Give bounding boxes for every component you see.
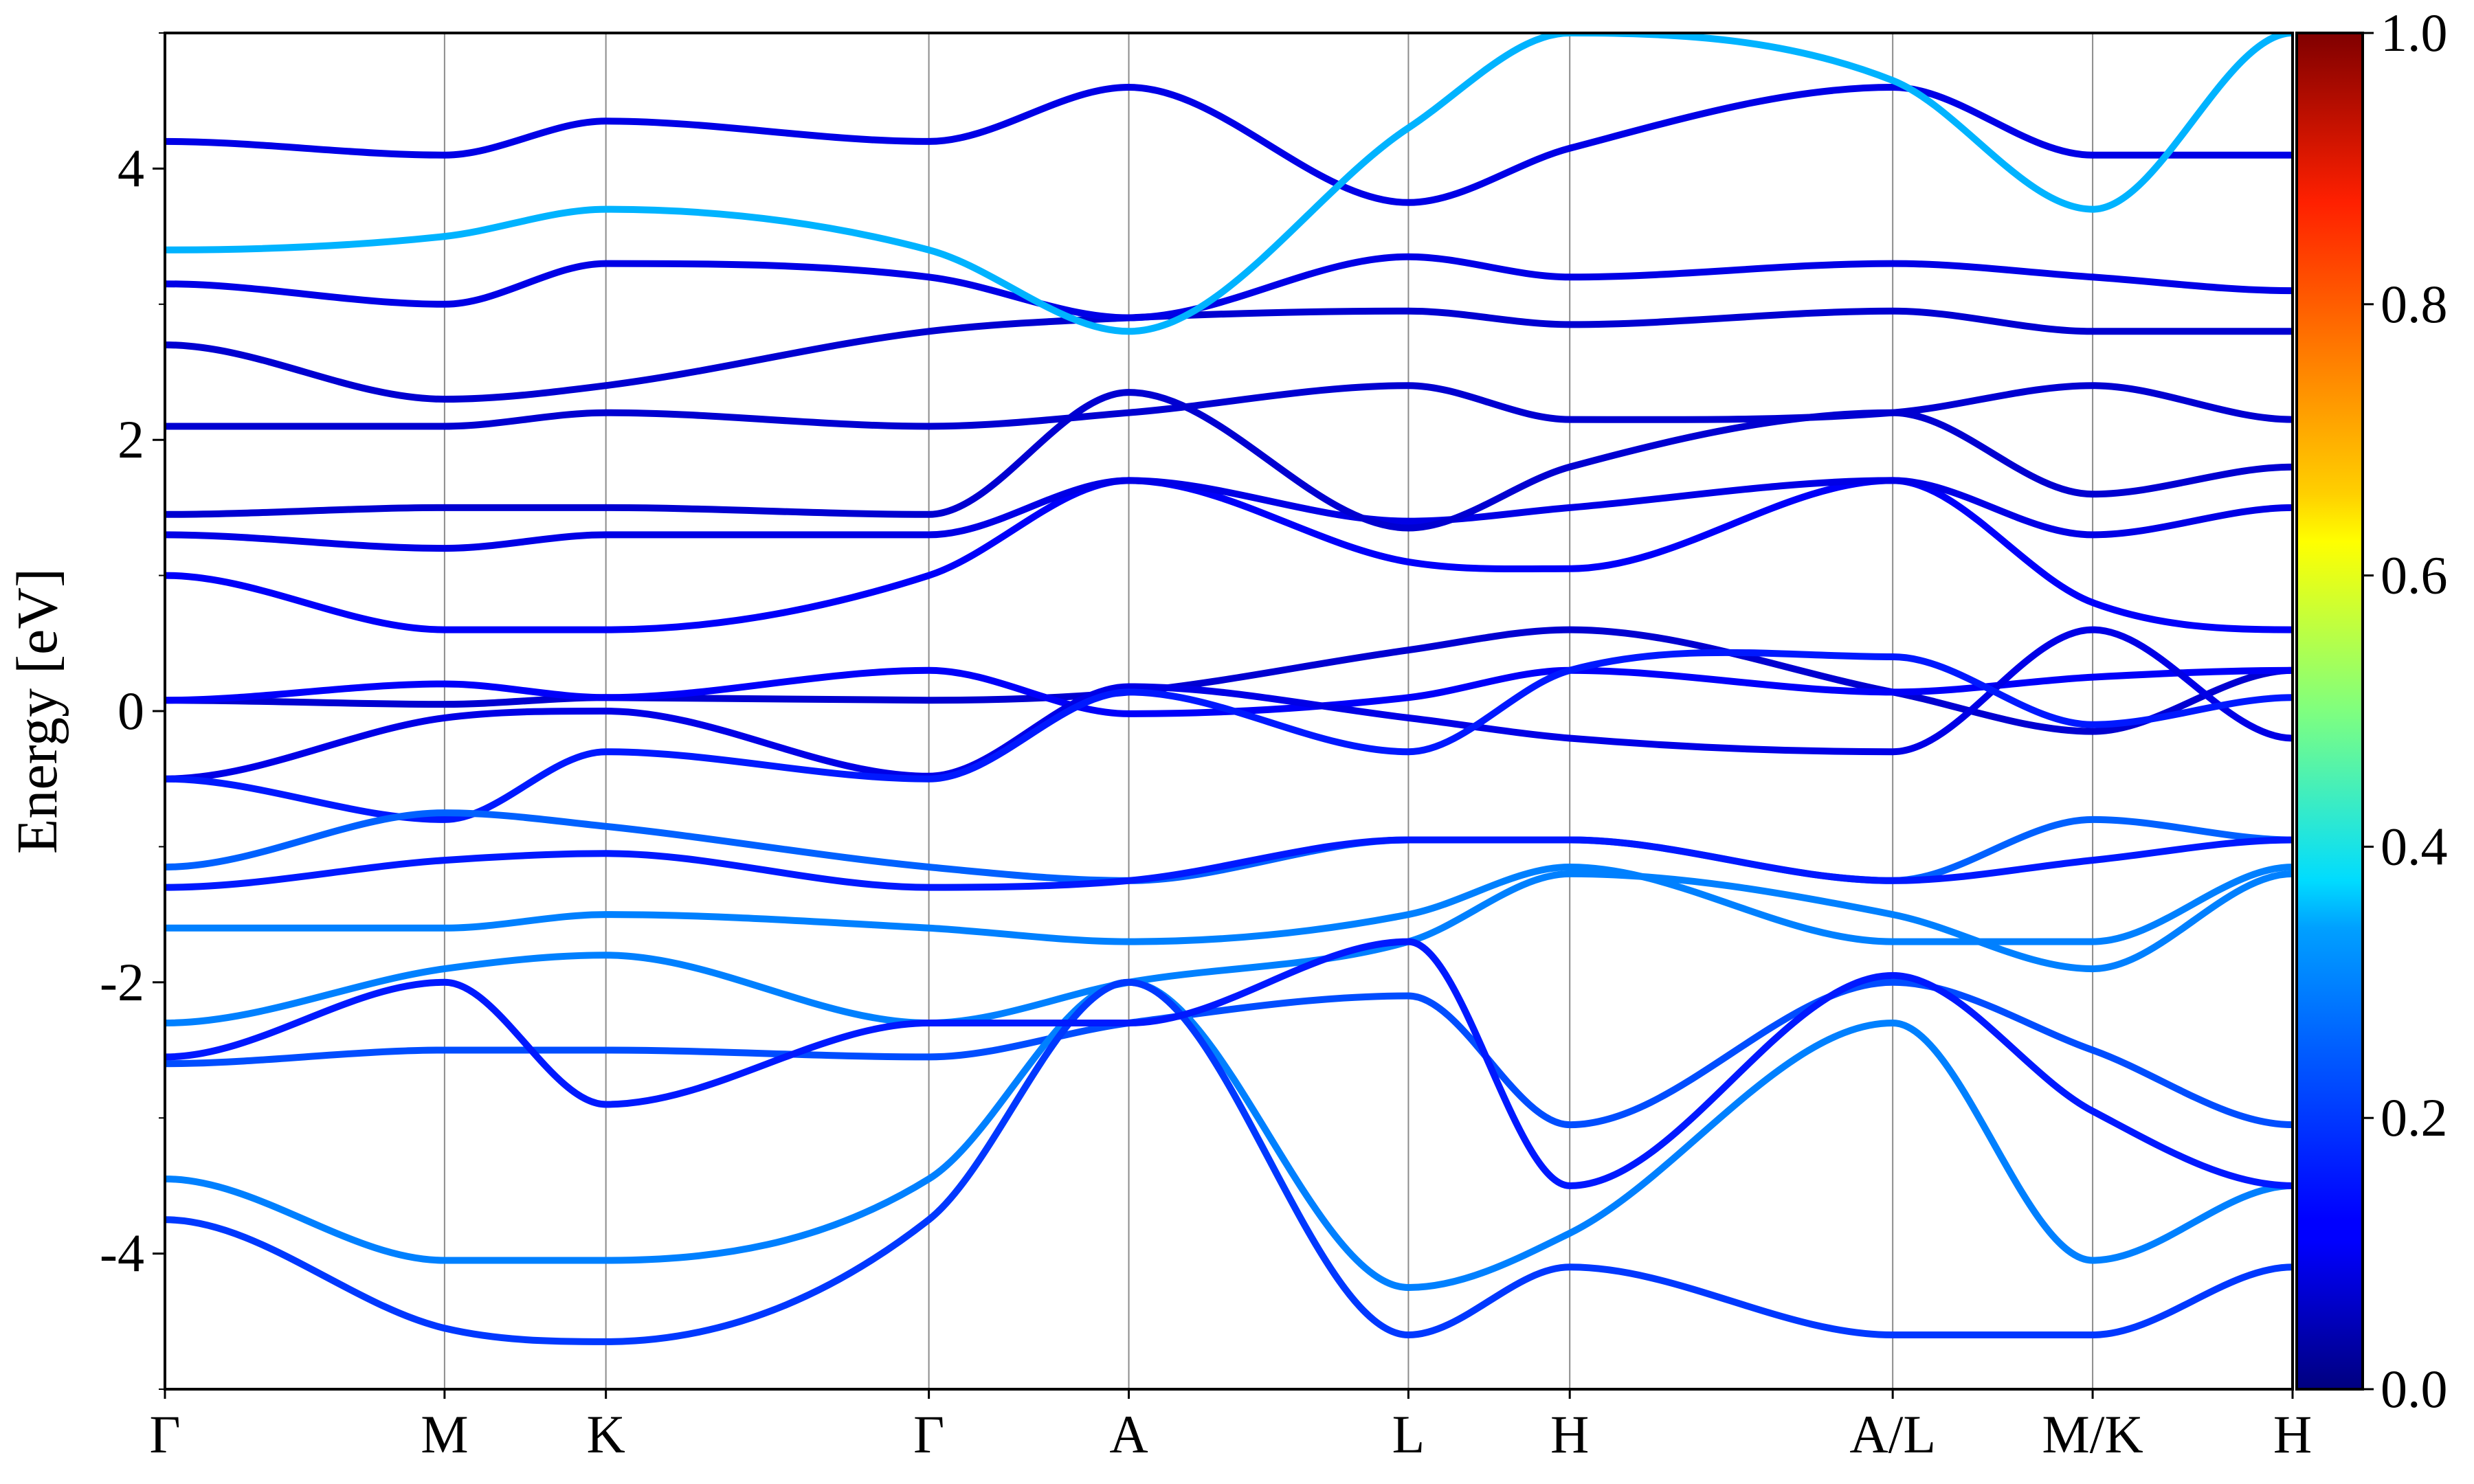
band-line	[165, 666, 2293, 717]
band-line	[165, 33, 2293, 335]
colorbar-tick-label: 0.6	[2381, 546, 2448, 605]
band-line	[165, 307, 2293, 403]
band-line	[165, 389, 2293, 532]
band-line	[165, 978, 2293, 1291]
band-line	[165, 938, 2293, 1189]
y-tick-label: -2	[100, 952, 144, 1012]
colorbar-tick-label: 0.8	[2381, 274, 2448, 334]
band-lines	[165, 33, 2293, 1345]
x-tick-label: A	[1109, 1404, 1148, 1464]
y-axis-title: Energy [eV]	[5, 568, 69, 854]
x-tick-label: H	[2273, 1404, 2312, 1464]
x-tick-label: H	[1550, 1404, 1589, 1464]
band-line	[165, 626, 2293, 783]
y-tick-label: 2	[118, 409, 144, 469]
colorbar-tick-label: 0.0	[2381, 1359, 2448, 1419]
x-tick-label: L	[1392, 1404, 1425, 1464]
colorbar	[2295, 32, 2364, 1391]
band-line	[165, 477, 2293, 633]
band-line	[165, 382, 2293, 430]
band-line	[165, 809, 2293, 884]
band-line	[165, 978, 2293, 1345]
band-line	[165, 253, 2293, 322]
x-tick-label: M/K	[2042, 1404, 2143, 1464]
x-tick-label: M	[421, 1404, 468, 1464]
band-line	[165, 836, 2293, 891]
x-tick-label: A/L	[1849, 1404, 1936, 1464]
band-line	[165, 870, 2293, 1026]
colorbar-tick-label: 1.0	[2381, 3, 2448, 63]
x-axis: Γ M K Γ A L H A/L M/K H	[149, 1389, 2312, 1464]
colorbar-tick-label: 0.4	[2381, 816, 2448, 876]
band-line	[165, 626, 2293, 735]
x-tick-label: Γ	[149, 1404, 180, 1464]
y-axis: -4 -2 0 2 4	[100, 32, 165, 1390]
x-tick-label: Γ	[913, 1404, 944, 1464]
colorbar-tick-label: 0.2	[2381, 1088, 2448, 1147]
band-line	[165, 649, 2293, 823]
band-line	[165, 477, 2293, 552]
y-tick-label: 4	[118, 138, 144, 198]
y-tick-label: -4	[100, 1224, 144, 1283]
y-tick-label: 0	[118, 681, 144, 741]
band-line	[165, 84, 2293, 206]
colorbar-axis: 0.0 0.2 0.4 0.6 0.8 1.0	[2363, 3, 2448, 1419]
x-tick-label: K	[586, 1404, 625, 1464]
